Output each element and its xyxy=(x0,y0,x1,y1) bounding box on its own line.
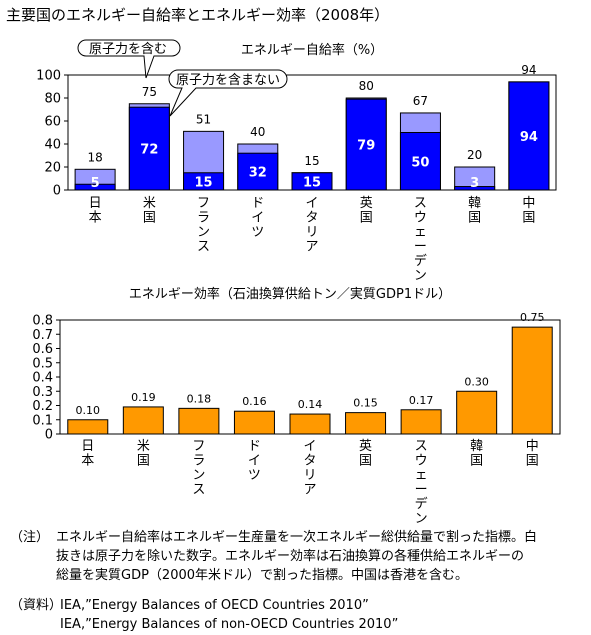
chart1-non-nuclear-label: 94 xyxy=(520,130,538,145)
chart1-non-nuclear-label: 15 xyxy=(195,175,213,190)
chart1-total-label: 80 xyxy=(359,79,374,93)
chart2-category-label: スウェーデン xyxy=(415,439,428,525)
chart1-ytick-label: 80 xyxy=(44,92,61,107)
chart2-bar xyxy=(511,326,553,435)
chart2-ytick-label: 0.3 xyxy=(32,385,53,400)
chart2-ytick-label: 0.4 xyxy=(32,371,53,386)
chart1-category-label: イタリア xyxy=(305,196,318,255)
chart1-total-label: 94 xyxy=(521,63,536,77)
chart2-value-label: 0.19 xyxy=(131,391,156,404)
callout-text-nuclear: 原子力を含む xyxy=(89,41,167,57)
chart1-ytick-label: 20 xyxy=(44,161,61,176)
chart1-bar-non-nuclear xyxy=(454,186,496,191)
chart1-total-label: 67 xyxy=(413,94,428,108)
chart2-category-label: 韓国 xyxy=(470,439,483,469)
chart1-ytick-label: 60 xyxy=(44,115,61,130)
chart2-ytick-label: 0.2 xyxy=(32,399,53,414)
note-line-2: 抜きは原子力を除いた数字。エネルギー効率は石油換算の各種供給エネルギーの xyxy=(56,549,525,564)
chart1-total-label: 15 xyxy=(304,154,319,168)
chart2-value-label: 0.75 xyxy=(520,311,545,324)
chart1-category-label: フランス xyxy=(197,196,210,255)
chart2-bar xyxy=(67,419,109,435)
chart1-bar-non-nuclear xyxy=(291,172,333,191)
callout-text-non-nuclear: 原子力を含まない xyxy=(176,72,280,88)
chart1-total-label: 20 xyxy=(467,148,482,162)
chart1-total-label: 75 xyxy=(142,85,157,99)
chart2-ytick-label: 0 xyxy=(45,428,53,443)
chart2-category-label: フランス xyxy=(192,439,205,498)
chart1-bar-non-nuclear xyxy=(237,152,279,191)
chart2-category-label: 日本 xyxy=(81,439,94,469)
chart2-category-label: 英国 xyxy=(359,439,372,469)
chart1-total-label: 51 xyxy=(196,112,211,126)
chart1-non-nuclear-label: 15 xyxy=(303,175,321,190)
note-line-1: エネルギー自給率はエネルギー生産量を一次エネルギー総供給量で割った指標。白 xyxy=(56,530,538,545)
chart2-category-label: イタリア xyxy=(303,439,316,498)
chart2-ytick-label: 0.1 xyxy=(32,413,53,428)
chart2-bar xyxy=(178,407,220,435)
chart1-category-label: スウェーデン xyxy=(414,196,427,284)
note-label: （注） xyxy=(10,530,50,545)
chart1-non-nuclear-label: 50 xyxy=(411,155,429,170)
note-block: （注） エネルギー自給率はエネルギー生産量を一次エネルギー総供給量で割った指標。… xyxy=(10,528,585,585)
chart2-bar xyxy=(345,412,387,435)
chart2-bar xyxy=(233,410,275,435)
chart2-bar xyxy=(289,413,331,435)
chart1-total-label: 40 xyxy=(250,125,265,139)
chart1-category-label: 中国 xyxy=(522,196,535,226)
chart1-ytick-label: 40 xyxy=(44,138,61,153)
source-block: （資料） IEA,”Energy Balances of OECD Countr… xyxy=(10,596,398,634)
chart2-category-label: 中国 xyxy=(526,439,539,469)
chart2-ytick-label: 0.8 xyxy=(32,314,53,329)
chart1-bar-non-nuclear xyxy=(508,81,550,191)
chart2-bar xyxy=(122,406,164,435)
chart1-ytick-label: 100 xyxy=(36,69,61,84)
chart2-category-label: 米国 xyxy=(137,439,150,469)
chart1-bar-non-nuclear xyxy=(183,172,225,191)
chart2-value-label: 0.16 xyxy=(242,395,267,408)
chart2-value-label: 0.15 xyxy=(353,397,378,410)
chart1-non-nuclear-label: 3 xyxy=(470,176,479,191)
chart1-title: エネルギー自給率（%） xyxy=(241,42,383,58)
chart2-ytick-label: 0.6 xyxy=(32,342,53,357)
chart2-ytick-label: 0.5 xyxy=(32,356,53,371)
source-line-1: IEA,”Energy Balances of OECD Countries 2… xyxy=(60,598,369,613)
chart2-title: エネルギー効率（石油換算供給トン／実質GDP1ドル） xyxy=(129,286,451,302)
chart1-bar-non-nuclear xyxy=(399,132,441,191)
chart1-category-label: 韓国 xyxy=(468,196,481,226)
chart2-value-label: 0.30 xyxy=(464,375,489,388)
note-line-3: 総量を実質GDP（2000年米ドル）で割った指標。中国は香港を含む。 xyxy=(56,568,469,583)
chart1-non-nuclear-label: 32 xyxy=(249,166,267,181)
chart1-bar-non-nuclear xyxy=(128,106,170,191)
chart2-bar xyxy=(456,390,498,435)
chart2-value-label: 0.17 xyxy=(409,394,434,407)
chart1-category-label: ドイツ xyxy=(251,196,264,240)
chart2-value-label: 0.14 xyxy=(298,398,323,411)
chart1-category-label: 日本 xyxy=(89,196,102,226)
chart1-category-label: 英国 xyxy=(360,196,373,226)
chart2-bar xyxy=(400,409,442,435)
charts-canvas: エネルギー自給率（%） 0 20 40 60 80 100 18 5 日本 75 72 米国 51 15 フラ… xyxy=(32,39,561,525)
chart2-value-label: 0.18 xyxy=(187,392,212,405)
chart1-non-nuclear-label: 79 xyxy=(357,139,375,154)
chart1-total-label: 18 xyxy=(87,150,102,164)
source-line-2: IEA,”Energy Balances of non-OECD Countri… xyxy=(60,617,399,632)
callout-bubble-non-nuclear xyxy=(168,69,288,117)
chart2-value-label: 0.10 xyxy=(76,404,101,417)
callout-bubble-nuclear xyxy=(77,39,181,79)
chart1-bar-non-nuclear xyxy=(74,183,116,191)
chart1-ytick-label: 0 xyxy=(53,184,61,199)
chart2-category-label: ドイツ xyxy=(248,439,261,483)
chart1-non-nuclear-label: 72 xyxy=(140,143,158,158)
chart1-category-label: 米国 xyxy=(143,196,156,226)
page-title: 主要国のエネルギー自給率とエネルギー効率（2008年） xyxy=(6,6,390,24)
chart2-ytick-label: 0.7 xyxy=(32,328,53,343)
chart1-bar-non-nuclear xyxy=(345,98,387,191)
chart1-non-nuclear-label: 5 xyxy=(91,176,100,191)
source-label: （資料） xyxy=(10,598,63,613)
